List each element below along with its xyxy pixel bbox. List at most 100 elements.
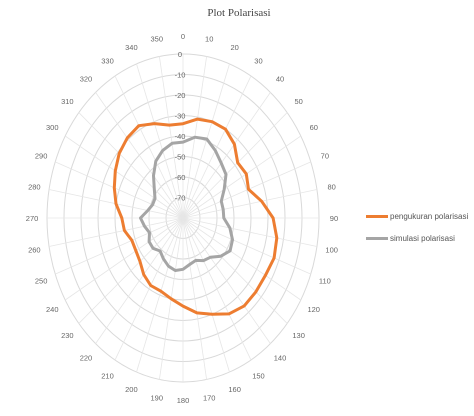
data-point (169, 297, 173, 300)
data-point (220, 199, 223, 203)
data-point (245, 172, 248, 176)
data-point (202, 259, 205, 262)
grid-spoke (182, 217, 271, 344)
chart-title: Plot Polarisasi (207, 7, 270, 19)
grid-spoke (182, 217, 302, 301)
angle-tick-label: 70 (321, 152, 329, 161)
angle-tick-label: 160 (228, 385, 241, 394)
data-point (275, 236, 278, 240)
data-point (221, 208, 225, 211)
grid-spoke (114, 75, 184, 219)
angle-tick-label: 220 (80, 353, 93, 362)
angle-tick-label: 250 (35, 276, 48, 285)
data-point (158, 249, 162, 253)
data-point (228, 226, 232, 230)
grid-spoke (182, 217, 208, 380)
data-point (205, 137, 209, 141)
grid-spoke (136, 217, 184, 373)
data-point (113, 186, 116, 190)
data-point (227, 312, 231, 316)
angle-tick-label: 110 (319, 276, 331, 285)
data-point (242, 304, 246, 308)
grid-spoke (95, 217, 184, 344)
grid-spoke (64, 135, 184, 219)
angle-tick-label: 10 (205, 35, 213, 44)
legend-label: simulasi polarisasi (390, 233, 455, 243)
grid-spoke (182, 75, 252, 219)
grid-spoke (182, 217, 252, 361)
data-point (181, 140, 185, 144)
grid-spoke (182, 217, 288, 324)
radial-tick-label: -10 (175, 71, 186, 80)
angle-tick-label: 20 (230, 43, 238, 52)
data-point (219, 255, 222, 258)
angle-tick-label: 310 (61, 97, 74, 106)
angle-tick-label: 190 (151, 393, 164, 402)
data-point (271, 216, 275, 220)
angle-tick-label: 90 (330, 214, 338, 223)
data-point (114, 169, 117, 173)
data-point (254, 290, 258, 293)
data-point (222, 216, 225, 220)
data-point (174, 269, 177, 272)
series-layer (112, 117, 279, 316)
series-line (112, 117, 279, 316)
angle-tick-label: 240 (46, 305, 59, 314)
grid-spoke (95, 92, 184, 219)
legend-item: simulasi polarisasi (366, 227, 468, 249)
grid-spoke (182, 161, 311, 219)
angle-tick-label: 120 (307, 305, 320, 314)
data-point (168, 123, 171, 127)
angle-tick-label: 200 (125, 385, 138, 394)
grid-spoke (182, 217, 230, 373)
data-point (233, 142, 236, 146)
grid-spoke (55, 217, 184, 275)
angle-tick-label: 140 (274, 353, 287, 362)
angle-tick-label: 180 (177, 396, 190, 405)
legend-item: pengukuran polarisasi (366, 205, 468, 227)
grid-spoke (182, 217, 318, 247)
angle-tick-label: 230 (61, 331, 74, 340)
angle-tick-label: 210 (101, 372, 114, 381)
data-point (264, 274, 267, 277)
data-point (143, 224, 146, 228)
radial-tick-label: 0 (178, 50, 182, 59)
grid-spoke (182, 92, 271, 219)
data-point (126, 136, 129, 140)
data-point (161, 149, 164, 152)
grid-spoke (182, 112, 288, 219)
radial-tick-label: -40 (175, 132, 186, 141)
radial-tick-label: -20 (175, 91, 186, 100)
labels-layer: 0 10 20 30 40 50 60 70 80 90 100 110 120 130 140 150 160… (26, 32, 338, 405)
legend: pengukuran polarisasi simulasi polarisas… (366, 205, 468, 249)
data-point (228, 249, 232, 252)
data-point (193, 136, 197, 139)
data-point (148, 231, 151, 234)
angle-tick-label: 40 (276, 75, 284, 84)
legend-swatch (366, 214, 388, 218)
angle-tick-label: 170 (203, 393, 216, 402)
grid-spoke (182, 217, 311, 275)
radial-tick-label: -30 (175, 112, 186, 121)
angle-tick-label: 280 (28, 182, 41, 191)
data-point (236, 161, 239, 164)
data-point (153, 197, 157, 200)
angle-tick-label: 350 (151, 35, 164, 44)
data-point (214, 149, 217, 152)
data-point (153, 187, 156, 191)
radial-tick-label: -50 (175, 153, 186, 162)
data-point (162, 257, 165, 261)
data-point (209, 256, 212, 259)
angle-tick-label: 30 (254, 56, 262, 65)
angle-tick-label: 260 (28, 246, 41, 255)
data-point (146, 209, 150, 212)
data-point (272, 256, 276, 260)
data-point (210, 120, 214, 123)
data-point (210, 313, 214, 316)
angle-tick-label: 80 (327, 182, 335, 191)
data-point (149, 284, 152, 287)
grid-spoke (48, 217, 184, 247)
angle-tick-label: 270 (26, 214, 39, 223)
data-point (142, 273, 145, 276)
